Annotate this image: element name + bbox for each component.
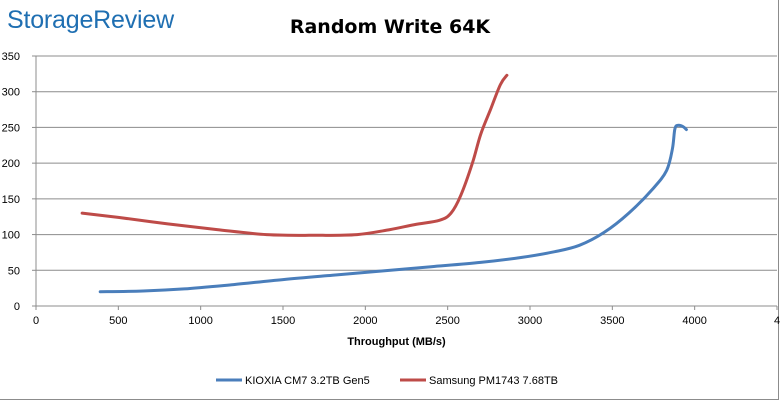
x-tick-label: 2000 — [353, 315, 377, 327]
storagereview-logo: StorageReview — [7, 6, 174, 34]
y-tick-label: 350 — [2, 51, 20, 63]
x-tick-label: 2500 — [435, 315, 459, 327]
legend: KIOXIA CM7 3.2TB Gen5 Samsung PM1743 7.68… — [216, 375, 558, 387]
x-tick-label: 1500 — [271, 315, 295, 327]
x-tick-label: 0 — [33, 315, 39, 327]
legend-label-2: Samsung PM1743 7.68TB — [429, 375, 558, 387]
x-tick-label: 500 — [109, 315, 127, 327]
x-tick-labels: 0 500 1000 1500 2000 2500 3000 3500 4000 4 — [33, 315, 780, 327]
y-tick-label: 150 — [2, 194, 20, 206]
y-tick-label: 300 — [2, 87, 20, 99]
x-tick-label: 1000 — [188, 315, 212, 327]
x-tick-label: 3500 — [600, 315, 624, 327]
gridlines — [36, 55, 777, 271]
y-tick-label: 200 — [2, 158, 20, 170]
y-tick-labels: 0 50 100 150 200 250 300 350 — [2, 51, 20, 313]
y-tick-label: 250 — [2, 122, 20, 134]
y-tick-label: 100 — [2, 230, 20, 242]
chart-title: Random Write 64K — [289, 16, 491, 38]
series-line-1 — [98, 123, 688, 294]
series-lines — [80, 73, 688, 294]
x-tick-label: 4 — [774, 315, 780, 327]
x-tick-label: 4000 — [682, 315, 706, 327]
legend-label-1: KIOXIA CM7 3.2TB Gen5 — [245, 375, 370, 387]
y-tick-label: 0 — [14, 301, 20, 313]
x-axis-label: Throughput (MB/s) — [347, 336, 446, 348]
axes — [32, 55, 778, 310]
series-line-2 — [80, 73, 509, 237]
x-tick-label: 3000 — [518, 315, 542, 327]
y-tick-label: 50 — [8, 265, 20, 277]
